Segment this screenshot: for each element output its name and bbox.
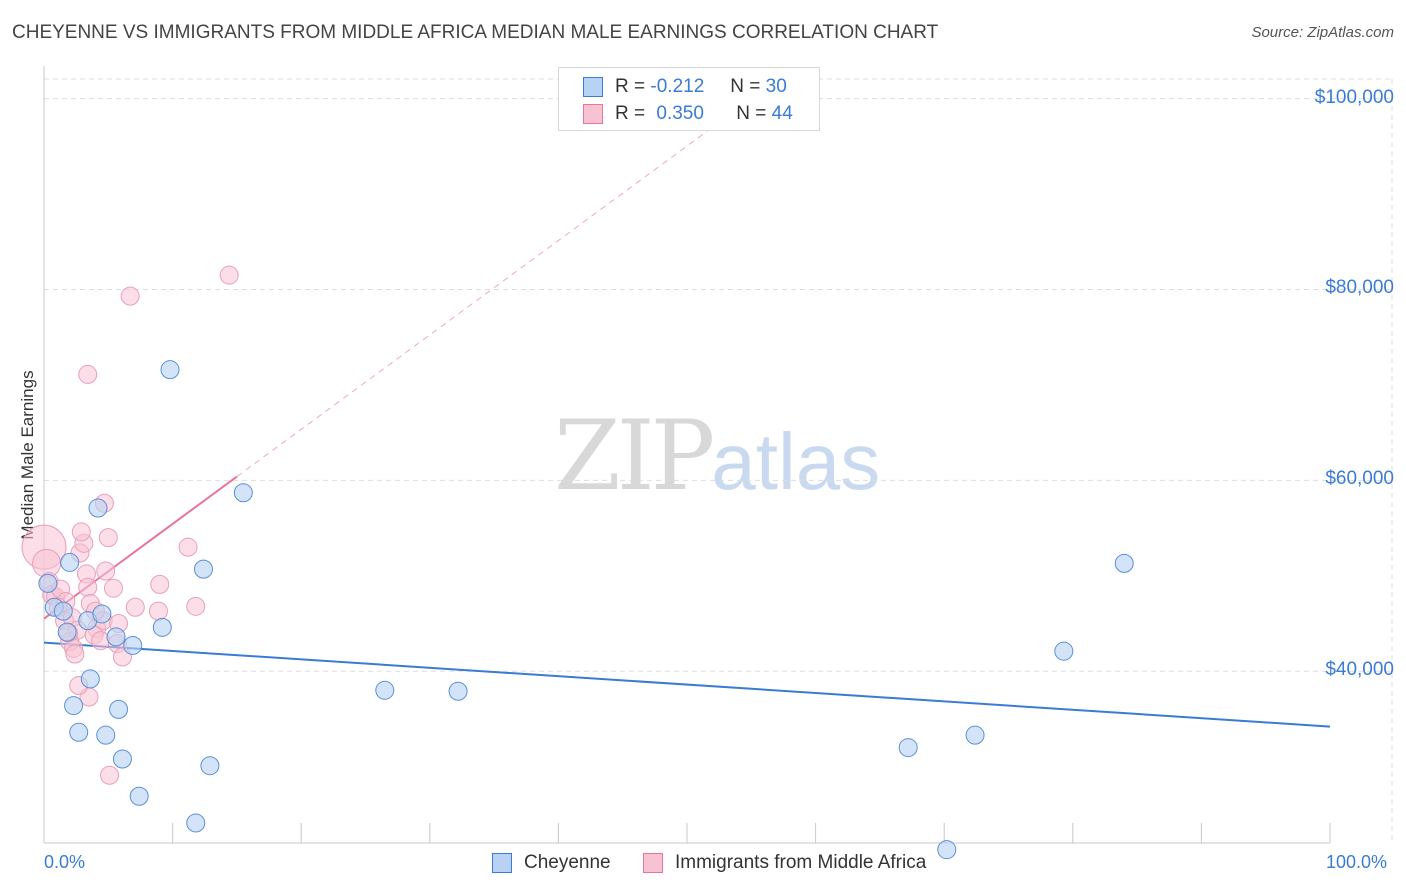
cheyenne-point bbox=[80, 669, 100, 689]
cheyenne-point bbox=[57, 622, 77, 642]
y-tick-label-2: $80,000 bbox=[1325, 277, 1394, 299]
cheyenne-point bbox=[1114, 553, 1134, 573]
cheyenne-point bbox=[123, 635, 143, 655]
immigrants-point bbox=[71, 522, 91, 542]
cheyenne-point bbox=[38, 573, 58, 593]
immigrants-trend-extension bbox=[236, 117, 726, 477]
cheyenne-points bbox=[38, 360, 1134, 860]
cheyenne-point bbox=[69, 722, 89, 742]
cheyenne-point bbox=[92, 604, 112, 624]
x-tick-label-max: 100.0% bbox=[1326, 852, 1388, 872]
cheyenne-point bbox=[898, 738, 918, 758]
legend-row-cheyenne: R = -0.212 N = 30 bbox=[583, 75, 787, 99]
immigrants-point bbox=[98, 528, 118, 548]
immigrants-trend-line bbox=[43, 475, 238, 620]
legend-r-value-cheyenne: -0.212 bbox=[650, 76, 705, 97]
legend-swatch-cheyenne bbox=[583, 77, 603, 97]
immigrants-point bbox=[219, 265, 239, 285]
cheyenne-point bbox=[53, 601, 73, 621]
legend-n-value-immigrants: 44 bbox=[771, 103, 793, 124]
cheyenne-point bbox=[106, 627, 126, 647]
cheyenne-point bbox=[937, 840, 957, 860]
immigrants-point bbox=[78, 577, 98, 597]
cheyenne-point bbox=[112, 749, 132, 769]
gridlines bbox=[44, 78, 1393, 843]
legend-row-immigrants: R = 0.350 N = 44 bbox=[583, 102, 793, 126]
cheyenne-point bbox=[193, 559, 213, 579]
immigrants-point bbox=[120, 286, 140, 306]
immigrants-point bbox=[65, 644, 85, 664]
bottom-legend-immigrants: Immigrants from Middle Africa bbox=[643, 852, 926, 874]
legend-swatch-immigrants bbox=[583, 104, 603, 124]
watermark-zip: ZIP bbox=[554, 400, 715, 512]
cheyenne-point bbox=[448, 681, 468, 701]
immigrants-point bbox=[178, 537, 198, 557]
immigrants-point bbox=[125, 597, 145, 617]
chart-title: CHEYENNE VS IMMIGRANTS FROM MIDDLE AFRIC… bbox=[12, 22, 939, 43]
trend-lines bbox=[43, 117, 1331, 728]
axes bbox=[43, 66, 1331, 844]
cheyenne-point bbox=[152, 617, 172, 637]
bottom-legend-label-immigrants: Immigrants from Middle Africa bbox=[675, 852, 927, 873]
x-tick-label-min: 0.0% bbox=[44, 852, 86, 872]
immigrants-point bbox=[78, 364, 98, 384]
bottom-legend-swatch-immigrants bbox=[643, 853, 663, 873]
legend-r-label: R = bbox=[615, 76, 646, 97]
immigrants-point bbox=[100, 765, 120, 785]
source-label: Source: ZipAtlas.com bbox=[1251, 24, 1394, 41]
immigrants-point bbox=[103, 578, 123, 598]
legend-n-label: N = bbox=[730, 76, 761, 97]
immigrants-point bbox=[148, 601, 168, 621]
cheyenne-point bbox=[60, 552, 80, 572]
bottom-legend-cheyenne: Cheyenne bbox=[492, 852, 611, 874]
immigrants-point bbox=[96, 561, 116, 581]
bottom-legend-label-cheyenne: Cheyenne bbox=[524, 852, 611, 873]
y-tick-label-1: $60,000 bbox=[1325, 468, 1394, 490]
immigrants-point bbox=[150, 574, 170, 594]
cheyenne-point bbox=[233, 483, 253, 503]
watermark-atlas: atlas bbox=[711, 417, 881, 506]
immigrants-points bbox=[21, 265, 239, 785]
cheyenne-point bbox=[200, 756, 220, 776]
legend-r-value-immigrants: 0.350 bbox=[656, 103, 704, 124]
cheyenne-trend-line bbox=[43, 641, 1331, 728]
legend-r-label: R = bbox=[615, 103, 646, 124]
bottom-legend-swatch-cheyenne bbox=[492, 853, 512, 873]
legend-n-value-cheyenne: 30 bbox=[765, 76, 787, 97]
cheyenne-point bbox=[88, 498, 108, 518]
cheyenne-point bbox=[64, 696, 84, 716]
cheyenne-point bbox=[1054, 641, 1074, 661]
legend: R = -0.212 N = 30 R = 0.350 N = 44 bbox=[558, 67, 820, 131]
cheyenne-point bbox=[96, 725, 116, 745]
watermark: ZIPatlas bbox=[554, 400, 880, 512]
cheyenne-point bbox=[965, 725, 985, 745]
cheyenne-point bbox=[109, 699, 129, 719]
cheyenne-point bbox=[375, 680, 395, 700]
legend-n-label: N = bbox=[736, 103, 767, 124]
y-tick-label-3: $100,000 bbox=[1314, 86, 1394, 108]
immigrants-point bbox=[186, 596, 206, 616]
cheyenne-point bbox=[160, 360, 180, 380]
y-tick-label-0: $40,000 bbox=[1325, 659, 1394, 681]
cheyenne-point bbox=[186, 813, 206, 833]
cheyenne-point bbox=[129, 786, 149, 806]
